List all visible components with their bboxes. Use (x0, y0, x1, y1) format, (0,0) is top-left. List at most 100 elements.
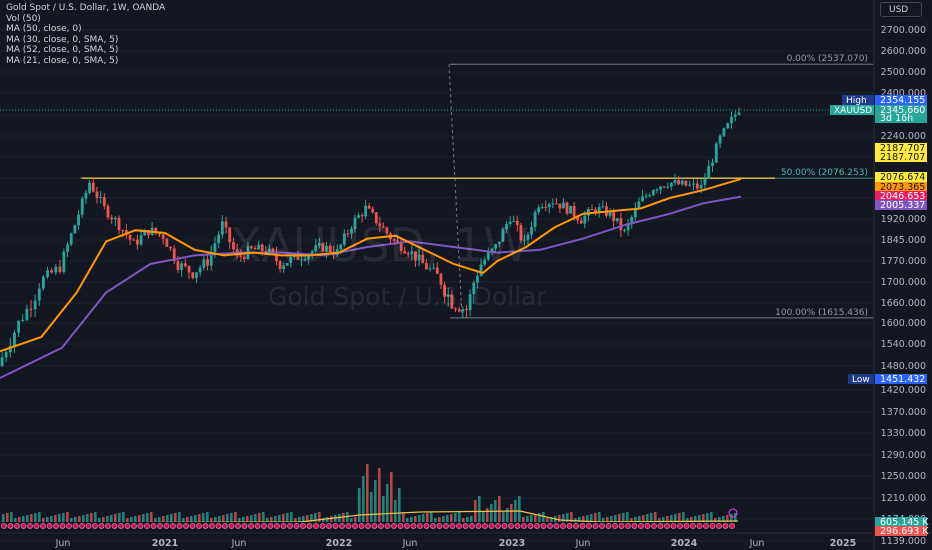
candle (479, 264, 483, 276)
volume-bar (326, 517, 329, 522)
candle (472, 282, 476, 295)
candle (414, 251, 417, 261)
volume-bar (498, 496, 501, 522)
candle (677, 180, 680, 185)
candle (54, 266, 58, 273)
volume-bar (190, 516, 193, 522)
price-tag-value: 2187.707 (880, 152, 925, 163)
event-marker (631, 523, 638, 529)
volume-bar (566, 513, 569, 522)
candle (88, 182, 91, 193)
time-tick-label: 2023 (499, 538, 525, 549)
event-marker (423, 523, 430, 529)
candle (666, 186, 670, 188)
event-marker (514, 523, 521, 529)
volume-bar (374, 480, 377, 522)
volume-bar (130, 517, 133, 522)
candle (648, 195, 652, 197)
volume-bar (270, 517, 273, 522)
candle (428, 268, 432, 270)
candle (4, 352, 8, 358)
volume-bar (78, 516, 81, 522)
fib-label: 100.00% (1615.436) (775, 308, 868, 318)
volume-bar (550, 517, 553, 522)
volume-bar (650, 513, 653, 522)
candle (250, 246, 253, 248)
candle (367, 205, 371, 209)
event-marker (553, 523, 560, 529)
volume-bar (18, 517, 21, 522)
event-marker (170, 523, 176, 529)
volume-bar (262, 512, 265, 522)
candle (512, 220, 516, 222)
candle (95, 191, 99, 198)
candle (565, 202, 569, 214)
volume-bar (642, 515, 645, 522)
event-marker (501, 523, 508, 529)
volume-bar (278, 515, 281, 522)
event-marker (488, 523, 495, 529)
candle (637, 201, 641, 208)
volume-bar (98, 518, 101, 522)
event-marker (404, 523, 410, 529)
event-marker (287, 523, 293, 529)
volume-bar (354, 517, 357, 522)
volume-bar (490, 504, 493, 522)
time-tick-label: Jun (575, 538, 591, 549)
volume-bar (134, 516, 137, 522)
candle (651, 190, 655, 196)
volume-bar (530, 515, 533, 522)
candle (113, 217, 117, 220)
candle (579, 220, 583, 224)
indicator-ma30[interactable]: MA (30, close, 0, SMA, 5) (6, 34, 119, 45)
candle (417, 254, 421, 261)
candle (328, 245, 332, 253)
volume-bar (526, 516, 529, 522)
candle (619, 218, 623, 231)
candle (357, 215, 360, 218)
candle (136, 239, 139, 245)
candle (612, 210, 616, 222)
indicator-vol[interactable]: Vol (50) (6, 13, 41, 24)
candle (232, 242, 235, 250)
event-marker (527, 523, 534, 529)
candle (300, 259, 303, 261)
price-tag-value: 296.693 K (880, 526, 929, 537)
volume-bar (210, 518, 213, 522)
event-marker (469, 523, 475, 529)
event-marker (215, 523, 222, 529)
candle (590, 209, 594, 211)
price-tick-label: 1700.000 (881, 277, 926, 288)
volume-bar (86, 514, 89, 522)
indicator-ma50[interactable]: MA (50, close, 0) (6, 24, 82, 34)
candle (143, 229, 147, 236)
indicator-ma52[interactable]: MA (52, close, 0, SMA, 5) (6, 45, 119, 55)
volume-bar (146, 513, 149, 522)
volume-bar (394, 500, 397, 522)
volume-bar (266, 518, 269, 522)
price-tick-label: 1480.000 (881, 361, 926, 372)
candle (385, 227, 389, 234)
volume-bar (570, 512, 573, 522)
candle (688, 184, 692, 186)
volume-bar (674, 514, 677, 522)
event-marker (391, 523, 397, 529)
candle (673, 180, 677, 183)
currency-button[interactable]: USD (880, 2, 922, 17)
candle (176, 261, 180, 270)
indicator-ma21[interactable]: MA (21, close, 0, SMA, 5) (6, 55, 119, 66)
volume-bar (138, 515, 141, 522)
ma-purple-line (0, 195, 742, 379)
volume-bar (290, 512, 293, 522)
candle (209, 251, 213, 266)
candle (540, 206, 544, 208)
candle (450, 294, 454, 309)
volume-bar (82, 515, 85, 522)
volume-bar (314, 513, 317, 522)
event-marker (313, 523, 319, 529)
volume-bar (226, 514, 229, 522)
candle (310, 251, 314, 255)
candle (360, 215, 364, 217)
candle (432, 267, 436, 269)
